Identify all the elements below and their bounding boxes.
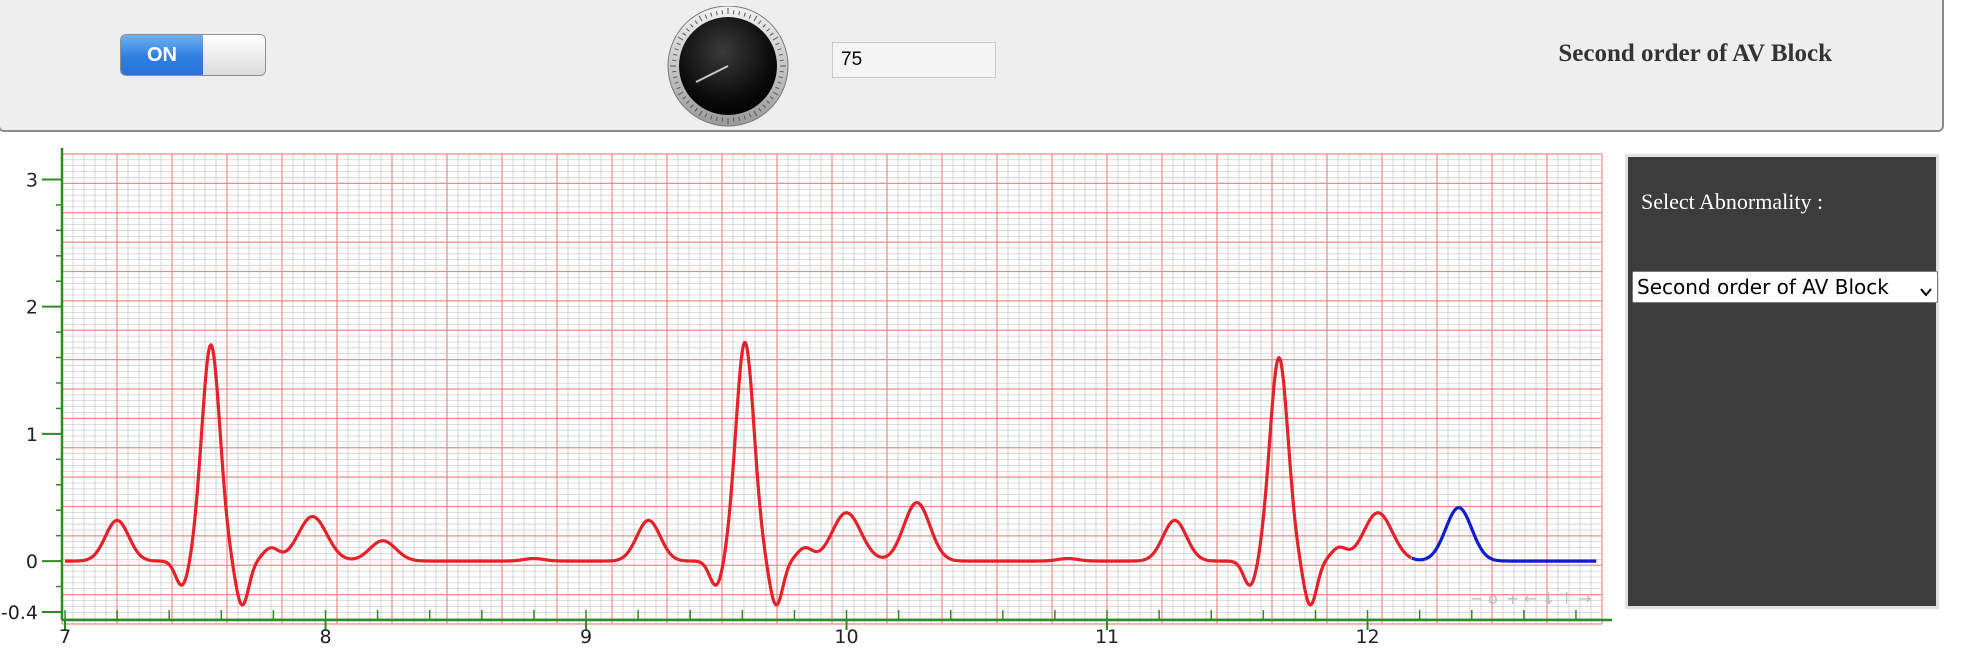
chart-nav-icon: ↓ bbox=[1542, 589, 1555, 608]
abnormality-selected-value: Second order of AV Block bbox=[1637, 275, 1919, 299]
x-tick-label: 7 bbox=[59, 626, 71, 646]
control-panel: ON 75 Second order of AV Blo bbox=[0, 0, 1944, 132]
abnormality-panel: Select Abnormality : Second order of AV … bbox=[1625, 154, 1939, 609]
x-tick-label: 10 bbox=[834, 626, 858, 646]
chart-nav-toolbar: −o + ← ↓ ↑ → bbox=[1470, 589, 1591, 608]
x-tick-label: 8 bbox=[319, 626, 331, 646]
chart-nav-icon: → bbox=[1578, 589, 1591, 608]
heart-rate-knob[interactable] bbox=[662, 6, 794, 132]
chart-nav-icon: o bbox=[1488, 589, 1498, 608]
heart-rate-input[interactable]: 75 bbox=[832, 42, 996, 78]
x-tick-label: 12 bbox=[1355, 626, 1379, 646]
abnormality-label: Select Abnormality : bbox=[1641, 189, 1823, 215]
y-tick-label: 1 bbox=[26, 424, 38, 446]
page-title: Second order of AV Block bbox=[1558, 40, 1832, 68]
chevron-down-icon bbox=[1919, 280, 1933, 294]
y-tick-label: 2 bbox=[26, 297, 38, 319]
chart-nav-icon: ← bbox=[1524, 589, 1537, 608]
power-toggle[interactable]: ON bbox=[120, 34, 266, 76]
chart-nav-icon: ↑ bbox=[1560, 589, 1573, 608]
y-tick-label: 0 bbox=[26, 551, 38, 573]
toggle-knob bbox=[203, 35, 265, 75]
chart-nav-icon: + bbox=[1506, 589, 1519, 608]
x-tick-label: 9 bbox=[580, 626, 592, 646]
toggle-on-label: ON bbox=[121, 35, 204, 75]
abnormality-select[interactable]: Second order of AV Block bbox=[1632, 271, 1938, 303]
y-tick-label: -0.4 bbox=[1, 602, 38, 624]
x-tick-label: 11 bbox=[1095, 626, 1119, 646]
y-tick-label: 3 bbox=[26, 169, 38, 191]
heart-rate-value: 75 bbox=[841, 49, 862, 70]
chart-nav-icon: − bbox=[1470, 589, 1483, 608]
